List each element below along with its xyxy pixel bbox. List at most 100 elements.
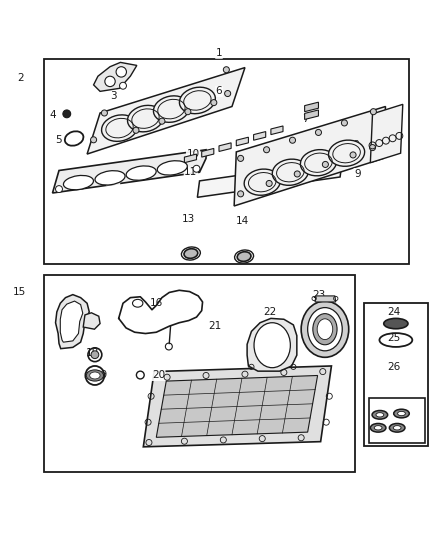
Circle shape <box>225 91 231 96</box>
Circle shape <box>133 127 139 133</box>
Polygon shape <box>198 160 342 197</box>
Ellipse shape <box>133 300 143 307</box>
Text: 10: 10 <box>187 149 200 159</box>
Ellipse shape <box>317 319 333 340</box>
Text: 25: 25 <box>387 333 400 343</box>
Text: 11: 11 <box>184 167 198 177</box>
Ellipse shape <box>102 115 138 141</box>
Ellipse shape <box>64 175 93 190</box>
Ellipse shape <box>153 96 189 123</box>
Polygon shape <box>234 107 385 206</box>
Bar <box>44 59 409 264</box>
Text: 18: 18 <box>86 348 99 358</box>
Circle shape <box>91 137 97 143</box>
Polygon shape <box>247 318 297 371</box>
Polygon shape <box>202 149 214 157</box>
Text: 5: 5 <box>56 135 62 145</box>
Text: 1: 1 <box>215 49 223 58</box>
Text: 6: 6 <box>215 86 223 96</box>
Polygon shape <box>53 150 206 193</box>
Ellipse shape <box>384 318 408 329</box>
Circle shape <box>63 110 71 118</box>
Ellipse shape <box>90 372 100 379</box>
Ellipse shape <box>300 150 336 176</box>
Polygon shape <box>56 295 89 349</box>
Text: 9: 9 <box>354 168 361 179</box>
Bar <box>364 303 428 446</box>
Text: 22: 22 <box>263 307 277 317</box>
Ellipse shape <box>398 411 406 416</box>
Polygon shape <box>87 68 245 154</box>
Ellipse shape <box>180 87 215 114</box>
Text: 14: 14 <box>236 216 249 226</box>
Circle shape <box>341 120 347 126</box>
Circle shape <box>120 82 127 89</box>
Bar <box>44 275 355 472</box>
Polygon shape <box>143 366 332 447</box>
Text: 21: 21 <box>208 321 221 331</box>
Circle shape <box>350 152 356 158</box>
Ellipse shape <box>393 426 401 430</box>
Ellipse shape <box>244 169 280 195</box>
Ellipse shape <box>184 249 198 259</box>
Polygon shape <box>219 143 231 151</box>
Polygon shape <box>184 154 197 163</box>
Circle shape <box>294 171 300 177</box>
Text: 19: 19 <box>95 369 108 379</box>
Text: 13: 13 <box>182 214 195 224</box>
Circle shape <box>185 109 191 115</box>
Ellipse shape <box>313 313 337 345</box>
Polygon shape <box>371 104 403 163</box>
Circle shape <box>105 76 115 86</box>
Circle shape <box>237 191 244 197</box>
Ellipse shape <box>372 410 388 419</box>
Ellipse shape <box>86 370 103 381</box>
Ellipse shape <box>307 308 342 351</box>
Circle shape <box>370 144 375 151</box>
Circle shape <box>211 100 217 106</box>
Circle shape <box>101 110 107 116</box>
Ellipse shape <box>376 413 384 417</box>
Ellipse shape <box>157 161 187 175</box>
Text: 7: 7 <box>302 115 309 125</box>
Circle shape <box>266 181 272 187</box>
Ellipse shape <box>374 426 382 430</box>
Circle shape <box>371 109 376 115</box>
Polygon shape <box>60 301 83 342</box>
Circle shape <box>91 351 99 359</box>
Polygon shape <box>156 375 318 437</box>
Text: 3: 3 <box>110 91 117 101</box>
Ellipse shape <box>126 166 156 180</box>
Ellipse shape <box>127 106 163 132</box>
Circle shape <box>237 155 244 161</box>
Text: 12: 12 <box>106 175 120 185</box>
Text: 2: 2 <box>17 74 23 83</box>
Circle shape <box>264 147 270 153</box>
Bar <box>370 398 425 443</box>
Polygon shape <box>304 102 318 112</box>
Polygon shape <box>271 126 283 135</box>
Polygon shape <box>83 313 100 329</box>
Text: 8: 8 <box>352 140 359 150</box>
Circle shape <box>290 137 296 143</box>
Ellipse shape <box>95 171 125 185</box>
Polygon shape <box>304 110 318 119</box>
Ellipse shape <box>301 301 349 357</box>
Circle shape <box>322 161 328 167</box>
Text: 23: 23 <box>312 289 325 300</box>
Text: 16: 16 <box>150 298 163 308</box>
Circle shape <box>193 165 200 172</box>
Ellipse shape <box>371 424 386 432</box>
Ellipse shape <box>389 424 405 432</box>
Circle shape <box>116 67 127 77</box>
Ellipse shape <box>394 409 409 418</box>
Polygon shape <box>236 137 248 146</box>
Text: 4: 4 <box>49 110 56 120</box>
Circle shape <box>223 67 230 73</box>
Ellipse shape <box>254 322 290 368</box>
Circle shape <box>315 130 321 135</box>
Text: 15: 15 <box>13 287 26 297</box>
Ellipse shape <box>272 159 308 185</box>
Ellipse shape <box>328 140 365 166</box>
Text: 20: 20 <box>152 370 165 381</box>
